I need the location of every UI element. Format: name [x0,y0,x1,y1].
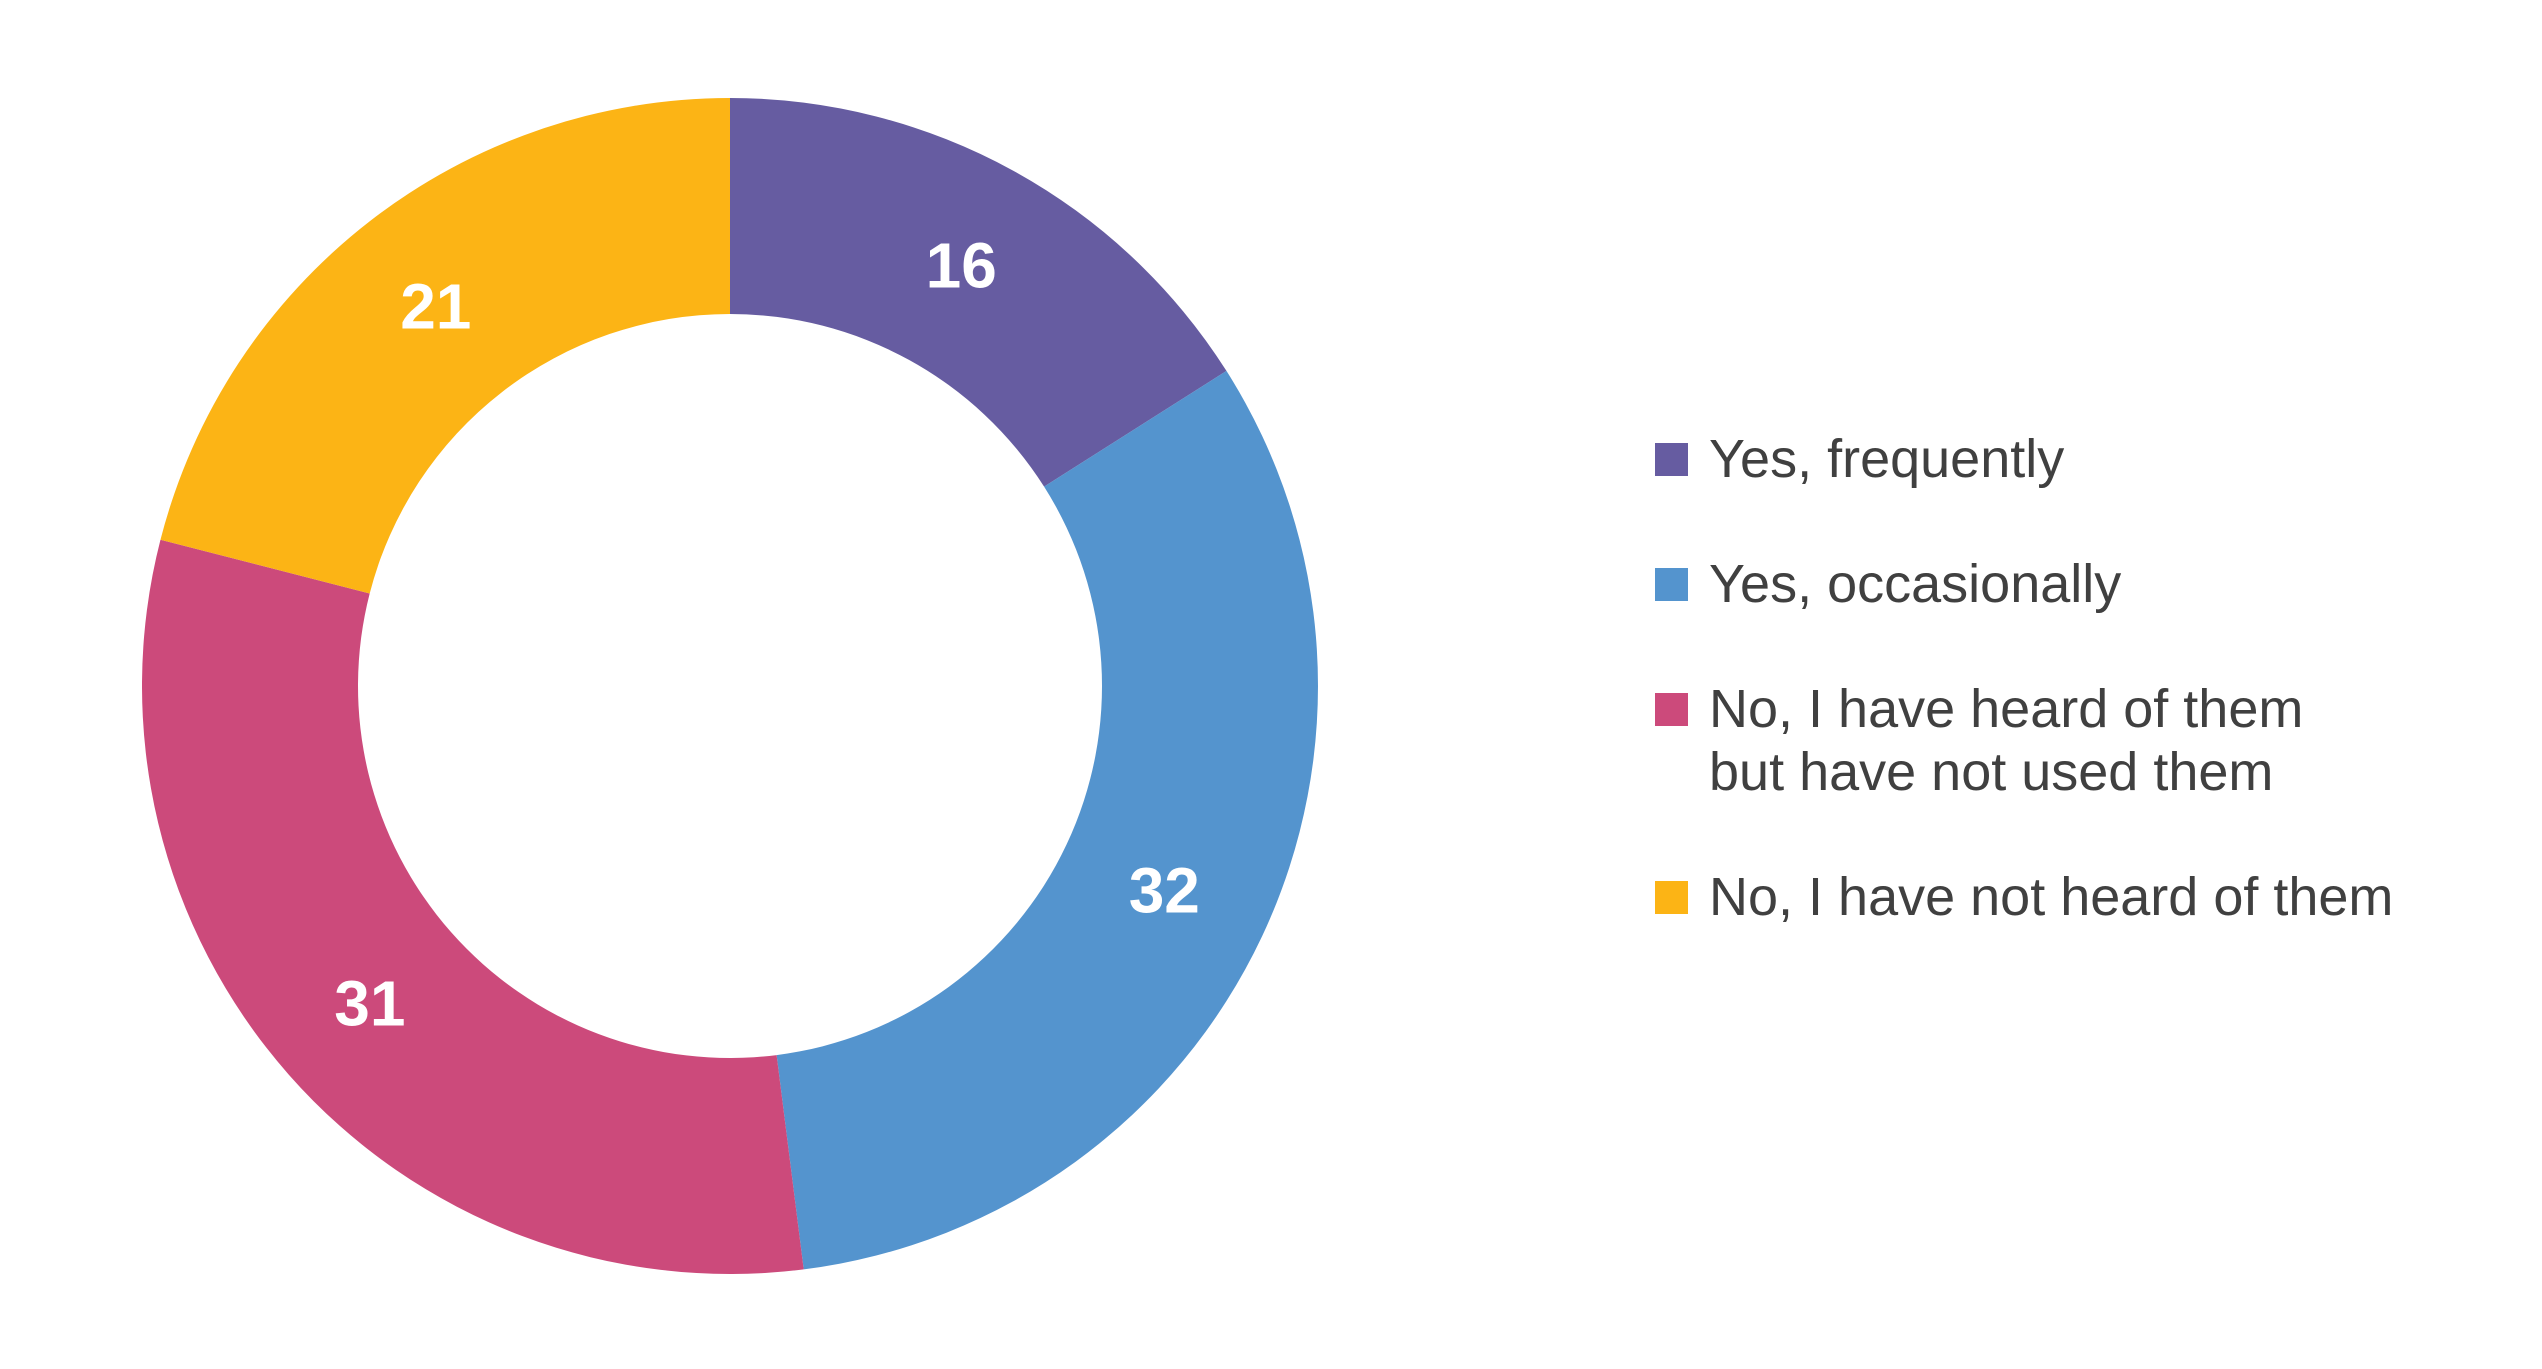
segment-value-label: 21 [400,271,471,343]
legend-item-1: Yes, occasionally [1655,553,2393,616]
legend: Yes, frequently Yes, occasionally No, I ha… [1655,428,2393,929]
donut-chart: 16 32 31 21 [142,98,1318,1274]
legend-label: No, I have not heard of them [1709,867,2394,927]
legend-swatch-icon [1655,568,1688,601]
donut-segment-1 [776,370,1318,1270]
legend-label: Yes, occasionally [1709,554,2122,614]
donut-segment-0 [730,98,1227,487]
legend-label: No, I have heard of them but have not us… [1709,679,2304,802]
legend-item-2: No, I have heard of them but have not us… [1655,678,2393,804]
segment-value-label: 16 [926,229,997,301]
legend-item-0: Yes, frequently [1655,428,2393,491]
legend-swatch-icon [1655,881,1688,914]
segment-value-label: 31 [334,967,405,1039]
legend-swatch-icon [1655,443,1688,476]
segment-value-label: 32 [1129,854,1200,926]
donut-segment-3 [160,98,731,594]
donut-segment-2 [142,539,804,1274]
legend-swatch-icon [1655,693,1688,726]
donut-chart-svg: 16 32 31 21 [142,98,1318,1274]
legend-label: Yes, frequently [1709,429,2065,489]
legend-item-3: No, I have not heard of them [1655,866,2393,929]
